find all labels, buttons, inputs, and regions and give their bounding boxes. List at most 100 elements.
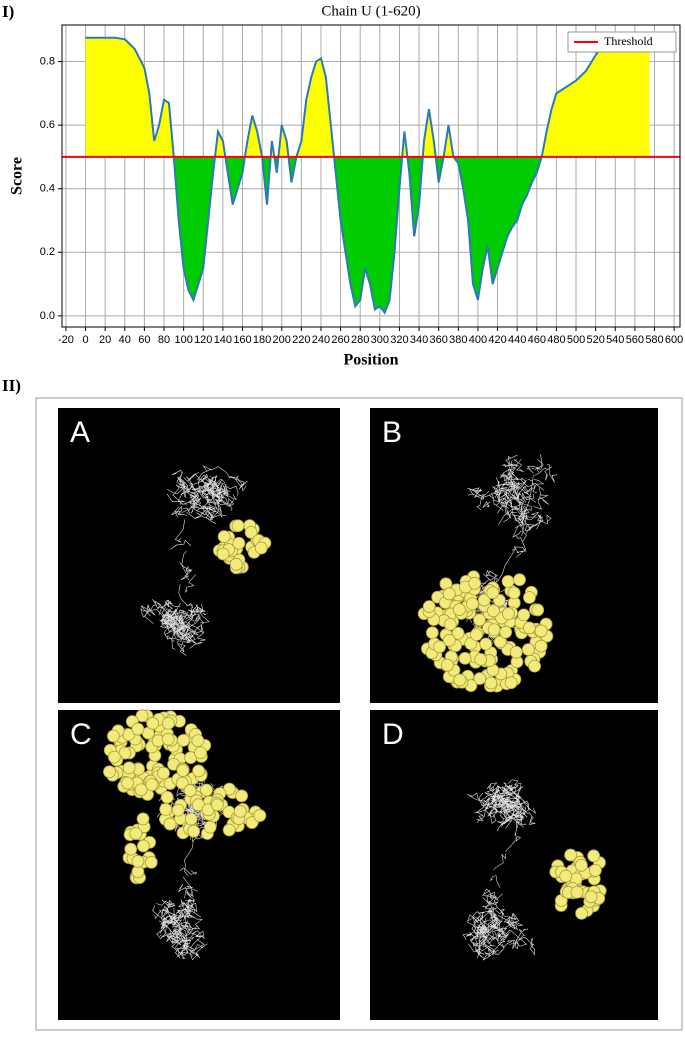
residue-sphere [499, 625, 513, 639]
residue-sphere [528, 659, 542, 673]
residue-sphere [191, 734, 205, 748]
residue-sphere [479, 637, 493, 651]
residue-sphere [122, 761, 136, 775]
residue-sphere [575, 906, 588, 920]
y-tick-label: 0.2 [40, 246, 55, 258]
structure-image [370, 710, 658, 1020]
x-tick-label: 500 [567, 334, 585, 346]
x-tick-label: 360 [430, 334, 448, 346]
residue-sphere [509, 645, 523, 659]
x-axis-label: Position [343, 352, 398, 369]
residue-sphere [192, 764, 205, 778]
x-tick-label: 60 [138, 334, 150, 346]
residue-sphere [452, 603, 466, 616]
residue-sphere [145, 778, 159, 791]
residue-sphere [474, 652, 488, 666]
residue-sphere [136, 812, 150, 826]
residue-sphere [570, 885, 584, 899]
x-tick-label: 180 [253, 334, 271, 346]
residue-sphere [171, 803, 185, 817]
residue-sphere [453, 673, 467, 687]
residue-sphere [507, 586, 521, 600]
residue-sphere [451, 626, 465, 640]
residue-sphere [442, 587, 456, 601]
residue-sphere [187, 824, 201, 838]
residue-sphere [229, 557, 243, 571]
y-tick-label: 0.6 [40, 119, 55, 131]
x-tick-label: 140 [214, 334, 232, 346]
residue-sphere [465, 597, 479, 611]
x-tick-label: 280 [351, 334, 369, 346]
residue-sphere [588, 863, 602, 877]
residue-sphere [103, 765, 116, 779]
residue-sphere [487, 623, 501, 637]
y-axis-label: Score [9, 157, 26, 195]
x-tick-label: 600 [665, 334, 683, 346]
x-tick-label: 440 [508, 334, 526, 346]
area-below [173, 156, 542, 313]
plot-border [61, 24, 681, 328]
residue-sphere [521, 643, 535, 656]
x-tick-label: 560 [626, 334, 644, 346]
x-tick-label: 480 [547, 334, 565, 346]
residue-sphere [216, 547, 230, 561]
residue-sphere [134, 783, 148, 797]
chart-title: Chain U (1-620) [321, 3, 420, 19]
residue-sphere [253, 809, 267, 822]
residue-sphere [442, 633, 456, 647]
residue-sphere [531, 603, 545, 617]
residue-sphere [244, 525, 258, 539]
x-tick-label: -20 [58, 334, 74, 346]
x-tick-label: 420 [488, 334, 506, 346]
residue-sphere [484, 676, 498, 690]
residue-sphere [131, 722, 145, 736]
x-tick-label: 0 [82, 334, 88, 346]
residue-sphere [468, 576, 482, 590]
residue-sphere [217, 530, 231, 543]
residue-sphere [493, 635, 507, 649]
x-tick-label: 80 [158, 334, 170, 346]
residue-sphere [129, 827, 143, 841]
x-tick-label: 320 [390, 334, 408, 346]
residue-sphere [534, 639, 548, 653]
residue-sphere [425, 626, 439, 640]
residue-sphere [522, 621, 536, 635]
residue-sphere [575, 858, 588, 872]
legend-box [567, 31, 677, 53]
residue-sphere [564, 848, 577, 862]
residue-sphere [231, 519, 245, 533]
residue-sphere [194, 746, 207, 760]
residue-sphere [121, 776, 134, 790]
residue-sphere [584, 890, 598, 904]
residue-sphere [232, 536, 246, 550]
residue-sphere [501, 575, 515, 588]
residue-sphere [157, 766, 170, 780]
residue-sphere [473, 613, 486, 627]
x-tick-label: 300 [371, 334, 389, 346]
panel-label: II) [2, 376, 21, 395]
residue-sphere [175, 776, 189, 790]
residue-sphere [160, 790, 174, 804]
residue-sphere [184, 812, 198, 826]
x-tick-label: 220 [292, 334, 310, 346]
residue-sphere [131, 854, 145, 868]
residue-sphere [587, 849, 601, 863]
residue-sphere [222, 823, 236, 837]
panel-letter: C [70, 718, 92, 751]
residue-sphere [183, 784, 197, 797]
x-tick-label: 520 [586, 334, 604, 346]
residue-sphere [176, 764, 190, 777]
residue-sphere [470, 628, 483, 642]
x-tick-label: 540 [606, 334, 624, 346]
residue-sphere [523, 591, 536, 604]
y-tick-label: 0.4 [40, 183, 55, 195]
residue-sphere [136, 839, 150, 853]
residue-sphere [163, 817, 177, 831]
residue-sphere [146, 716, 160, 730]
x-tick-label: 260 [331, 334, 349, 346]
residue-sphere [513, 573, 526, 587]
residue-sphere [124, 842, 138, 856]
residue-sphere [443, 618, 457, 631]
backbone-trace [140, 465, 248, 656]
